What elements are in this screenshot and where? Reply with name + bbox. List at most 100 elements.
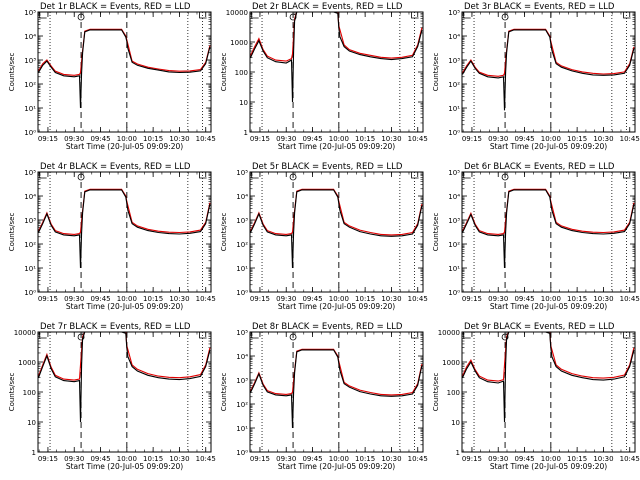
x-tick-label: 09:30 <box>488 455 508 463</box>
x-tick-label: 10:00 <box>329 455 349 463</box>
x-axis-label: Start Time (20-Jul-05 09:09:20) <box>490 142 607 151</box>
y-tick-label: 10² <box>236 241 248 249</box>
y-tick-label: 10⁴ <box>448 193 460 201</box>
x-tick-label: 09:30 <box>64 135 84 143</box>
series-line-events <box>250 189 423 269</box>
panel-title: Det 1r BLACK = Events, RED = LLD <box>40 2 191 12</box>
y-tick-label: 10⁵ <box>236 169 248 177</box>
x-tick-label: 10:45 <box>408 135 428 143</box>
y-tick-label: 10⁰ <box>236 289 248 297</box>
y-tick-label: 10⁵ <box>448 169 460 177</box>
series-line-lld <box>462 28 635 77</box>
y-tick-label: 100 <box>235 69 248 77</box>
flag-circle-symbol <box>77 173 85 181</box>
y-tick-label: 10000 <box>438 329 460 337</box>
y-axis-label: Counts/sec <box>432 213 440 252</box>
series-line-events <box>38 332 211 423</box>
y-tick-label: 10000 <box>226 9 248 17</box>
flag-bracket-symbol <box>251 12 259 19</box>
panel-det-2: Det 2r BLACK = Events, RED = LLD 1 10 100 10… <box>220 2 428 151</box>
panel-det-6: Det 6r BLACK = Events, RED = LLD 10⁰ 10¹ 10… <box>432 162 640 311</box>
x-tick-label: 10:00 <box>329 135 349 143</box>
y-tick-label: 1 <box>456 449 460 457</box>
y-tick-label: 10¹ <box>448 265 460 273</box>
panel-title: Det 8r BLACK = Events, RED = LLD <box>252 322 403 332</box>
y-tick-label: 10² <box>24 81 36 89</box>
y-tick-label: 10⁵ <box>448 9 460 17</box>
y-tick-label: 10⁰ <box>448 289 460 297</box>
y-tick-label: 10⁰ <box>24 289 36 297</box>
x-tick-label: 10:15 <box>143 135 163 143</box>
x-tick-label: 10:15 <box>567 455 587 463</box>
data-lines <box>462 28 635 111</box>
x-tick-label: 10:15 <box>143 295 163 303</box>
y-tick-label: 10⁵ <box>24 9 36 17</box>
x-tick-label: 10:15 <box>355 295 375 303</box>
x-axis-label: Start Time (20-Jul-05 09:09:20) <box>66 302 183 311</box>
flag-bracket-symbol <box>199 332 207 339</box>
y-tick-label: 10¹ <box>236 425 248 433</box>
x-tick-label: 09:45 <box>90 135 110 143</box>
x-tick-label: 10:45 <box>196 135 216 143</box>
flag-circle-symbol <box>77 333 85 341</box>
y-axis-label: Counts/sec <box>8 53 16 92</box>
y-tick-label: 1000 <box>442 359 460 367</box>
panel-title: Det 7r BLACK = Events, RED = LLD <box>40 322 191 332</box>
x-tick-label: 09:15 <box>462 295 482 303</box>
y-axis-label: Counts/sec <box>8 373 16 412</box>
plot-frame <box>461 11 636 133</box>
y-tick-label: 10⁴ <box>24 33 36 41</box>
plot-frame <box>37 331 212 453</box>
panel-det-4: Det 4r BLACK = Events, RED = LLD 10⁰ 10¹ 10… <box>8 162 216 311</box>
series-line-events <box>462 29 635 111</box>
flag-bracket-symbol <box>623 172 631 179</box>
data-lines <box>38 188 211 269</box>
x-tick-label: 10:15 <box>567 295 587 303</box>
x-tick-label: 09:15 <box>462 455 482 463</box>
x-axis-label: Start Time (20-Jul-05 09:09:20) <box>490 302 607 311</box>
x-tick-label: 09:15 <box>38 455 58 463</box>
x-tick-label: 10:45 <box>408 295 428 303</box>
y-tick-label: 1 <box>244 129 248 137</box>
x-tick-label: 10:45 <box>620 135 640 143</box>
x-tick-label: 10:45 <box>620 455 640 463</box>
data-lines <box>462 188 635 269</box>
data-lines <box>462 332 635 423</box>
panel-det-9: Det 9r BLACK = Events, RED = LLD 1 10 100 10… <box>432 322 640 471</box>
flag-bracket-symbol <box>39 172 47 179</box>
flag-circle-symbol <box>289 173 297 181</box>
series-line-lld <box>462 188 635 235</box>
x-tick-label: 09:45 <box>302 135 322 143</box>
y-axis-label: Counts/sec <box>220 53 228 92</box>
x-tick-label: 10:45 <box>408 455 428 463</box>
series-line-events <box>38 189 211 269</box>
y-tick-label: 10¹ <box>448 105 460 113</box>
flag-bracket-symbol <box>463 172 471 179</box>
x-tick-label: 10:15 <box>355 455 375 463</box>
x-tick-label: 10:30 <box>593 455 613 463</box>
flag-bracket-symbol <box>463 12 471 19</box>
data-lines <box>38 28 211 109</box>
y-axis-label: Counts/sec <box>220 213 228 252</box>
flag-bracket-symbol <box>251 172 259 179</box>
y-tick-label: 10⁴ <box>236 353 248 361</box>
x-tick-label: 09:30 <box>64 295 84 303</box>
series-line-lld <box>250 348 423 396</box>
x-tick-label: 10:00 <box>329 295 349 303</box>
plot-frame <box>37 171 212 293</box>
y-tick-label: 1000 <box>18 359 36 367</box>
y-tick-label: 10000 <box>14 329 36 337</box>
y-tick-label: 10² <box>236 401 248 409</box>
x-tick-label: 10:00 <box>117 135 137 143</box>
x-tick-label: 10:30 <box>593 295 613 303</box>
plot-frame <box>461 331 636 453</box>
series-line-events <box>462 189 635 269</box>
flag-circle-symbol <box>289 333 297 341</box>
x-tick-label: 10:00 <box>541 295 561 303</box>
x-tick-label: 09:15 <box>250 295 270 303</box>
x-tick-label: 10:30 <box>169 455 189 463</box>
series-line-lld <box>250 12 423 62</box>
plot-frame <box>249 171 424 293</box>
series-line-events <box>250 12 423 103</box>
